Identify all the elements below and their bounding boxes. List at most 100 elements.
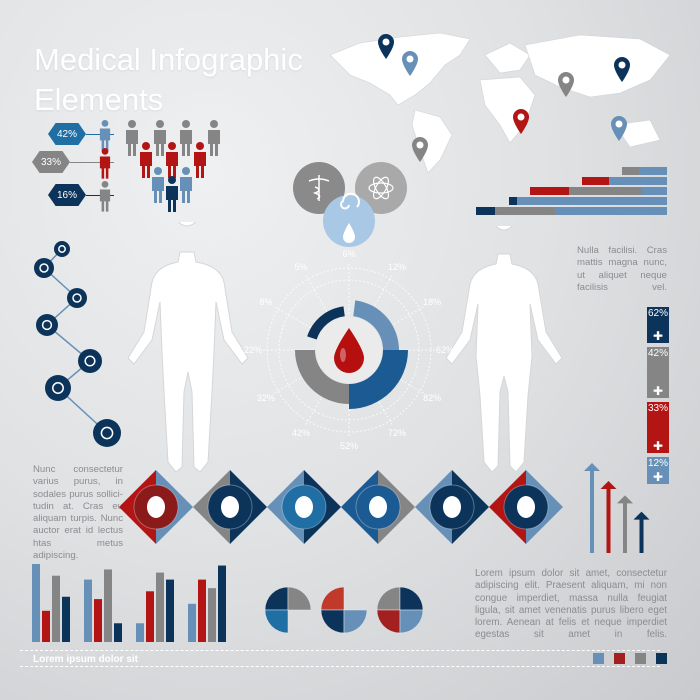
spiral-icon — [340, 192, 360, 210]
syringe-icon: ✚ — [652, 384, 664, 398]
bar — [208, 588, 216, 642]
person-icon — [166, 152, 178, 178]
blood-drop-highlight — [340, 348, 346, 362]
hbar-segment — [509, 197, 517, 205]
caduceus-icon: ✚ — [652, 329, 664, 343]
stomach-icon — [147, 496, 165, 518]
stack-bar: 42% ✚ — [647, 347, 669, 398]
map-pin-dot — [416, 141, 424, 149]
map-pin-dot — [562, 76, 570, 84]
person-icon-head — [128, 120, 136, 128]
stack-bar-value: 62% — [647, 308, 668, 319]
percentage-hexagon: 16% — [48, 184, 86, 206]
grid-spoke — [304, 273, 332, 320]
thermometer-icon: ✚ — [652, 470, 664, 484]
ring-label: 52% — [339, 441, 359, 451]
organ-diamonds — [119, 470, 563, 544]
person-icon-head — [182, 167, 190, 175]
pie-quarter — [376, 586, 401, 611]
atom-icon-glyph — [100, 426, 114, 440]
legend-swatch — [614, 653, 625, 664]
icon-chain — [34, 241, 121, 447]
person-icon-head — [101, 148, 109, 155]
hbar-segment — [530, 187, 569, 195]
venn-diagram — [293, 162, 407, 247]
hbar-segment — [517, 197, 667, 205]
map-pin-icon[interactable] — [410, 136, 430, 164]
hbar-segment — [476, 207, 495, 215]
ring-segment — [295, 350, 349, 404]
hbar-segment — [609, 177, 667, 185]
hbar-segment — [495, 207, 555, 215]
syringe-icon — [67, 288, 87, 308]
map-pin-icon[interactable] — [556, 71, 576, 99]
map-pin-shape — [611, 116, 627, 141]
page-title: Medical Infographic Elements — [34, 40, 303, 120]
person-icon — [166, 186, 178, 212]
stack-bar: 12% ✚ — [647, 457, 669, 484]
pie-quarter — [343, 609, 368, 634]
bar — [84, 579, 92, 642]
medicine-bottle-icon-glyph — [58, 245, 66, 253]
venn-circle-atom — [355, 162, 407, 214]
ring-label: 6% — [342, 249, 356, 259]
caduceus-icon — [308, 175, 330, 201]
arrow-bar — [600, 481, 617, 553]
glasses-icon-glyph — [84, 355, 96, 367]
map-pin-dot — [517, 113, 525, 121]
grouped-bar-chart — [32, 564, 226, 642]
pie-quarter — [265, 609, 289, 634]
percentage-hexagon: 33% — [32, 151, 70, 173]
kidneys-icon — [443, 496, 461, 518]
person-icon — [152, 177, 164, 203]
arrow-bar — [617, 495, 633, 553]
ring-label: 82% — [423, 393, 442, 403]
map-pin-icon[interactable] — [609, 115, 629, 143]
pills-icon — [34, 258, 54, 278]
bar — [32, 564, 40, 642]
person-icon-head — [101, 181, 109, 188]
map-pin-icon[interactable] — [400, 50, 420, 78]
person-icon — [180, 177, 192, 203]
person-icon-head — [168, 176, 176, 184]
liver-icon — [517, 496, 535, 518]
map-pin-shape — [513, 109, 529, 134]
ring-chart — [261, 262, 437, 438]
bar — [136, 623, 144, 642]
ring-label: 18% — [423, 297, 442, 307]
title-line-2: Elements — [34, 82, 164, 117]
human-body-right — [445, 226, 563, 473]
ring-segment — [307, 306, 345, 340]
ring-label: 22% — [243, 345, 263, 355]
person-icon — [99, 156, 111, 179]
person-icon — [154, 130, 166, 156]
pie-quarter — [320, 586, 345, 611]
bar — [114, 623, 122, 642]
blood-drop-icon — [334, 328, 364, 373]
title-line-1: Medical Infographic — [34, 42, 303, 77]
thermometer-icon-glyph — [41, 319, 53, 331]
bar — [42, 610, 50, 642]
legend-swatch — [593, 653, 604, 664]
person-icon-head — [168, 142, 176, 150]
map-pin-dot — [618, 61, 626, 69]
text-right-top: Nulla facilisi. Cras mattis magna nunc, … — [577, 245, 667, 293]
ring-label: 72% — [387, 428, 407, 439]
venn-circle-drop — [323, 195, 375, 247]
bar — [218, 565, 226, 642]
ring-label: 8% — [259, 297, 273, 307]
ring-label: 62% — [435, 345, 455, 355]
bar — [94, 599, 102, 642]
map-pin-icon[interactable] — [376, 33, 396, 61]
stack-bar: 33% ✚ — [647, 402, 669, 453]
person-icon — [140, 152, 152, 178]
stack-bar-value: 42% — [647, 348, 668, 359]
map-pin-icon[interactable] — [511, 108, 531, 136]
hbar-segment — [639, 167, 667, 175]
person-icon — [99, 128, 111, 151]
ring-label: 12% — [387, 261, 407, 272]
hbar-segment — [582, 177, 609, 185]
map-pin-icon[interactable] — [612, 56, 632, 84]
map-pin-shape — [614, 57, 630, 82]
pie-quarter — [399, 609, 424, 634]
